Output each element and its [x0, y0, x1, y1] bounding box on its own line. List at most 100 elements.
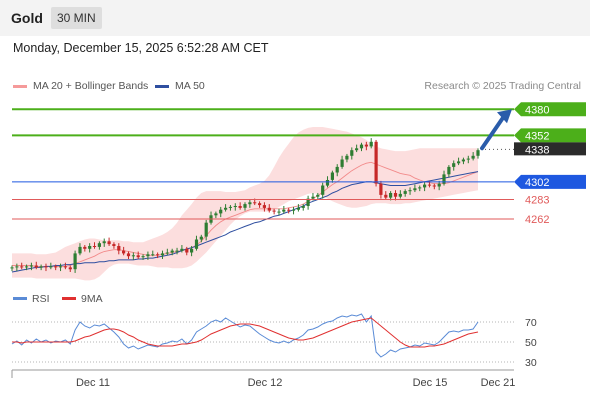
candle-body	[15, 266, 19, 268]
candle	[316, 192, 320, 200]
legend-ma50: MA 50	[155, 80, 205, 92]
candle-body	[63, 266, 67, 268]
candle-body	[34, 265, 38, 268]
candle	[457, 157, 461, 166]
candle	[190, 245, 194, 257]
candle	[117, 243, 121, 255]
legend-bollinger-label: MA 20 + Bollinger Bands	[33, 80, 149, 92]
candle-body	[355, 148, 359, 151]
candle-body	[73, 253, 77, 270]
candle-body	[379, 183, 383, 195]
candle-body	[301, 206, 305, 208]
top-bar: Gold 30 MIN	[0, 0, 590, 36]
candle	[199, 234, 203, 243]
candle	[267, 204, 271, 213]
candle	[393, 190, 398, 201]
candle-body	[374, 141, 378, 184]
candle-body	[88, 246, 92, 249]
rsi-legend-swatch	[13, 297, 27, 300]
candle-body	[321, 185, 325, 195]
candle-body	[403, 191, 407, 194]
level-label-4380: 4380	[525, 104, 549, 116]
candle-body	[258, 203, 262, 206]
x-tick-label: Dec 21	[481, 377, 516, 389]
candle-body	[233, 206, 237, 207]
candle	[180, 245, 184, 253]
candle-body	[122, 250, 126, 254]
candle	[122, 246, 126, 256]
rsi-tick-30: 30	[525, 357, 537, 369]
candle	[345, 153, 349, 163]
candle	[112, 242, 116, 249]
candle-body	[175, 250, 179, 252]
candle	[58, 263, 63, 272]
candle	[379, 180, 383, 199]
candle	[355, 144, 359, 153]
rsi-legend-label: RSI	[32, 293, 50, 305]
candle-body	[408, 190, 412, 192]
credit: Research © 2025 Trading Central	[424, 80, 581, 92]
candle-body	[330, 172, 334, 180]
candle-body	[364, 144, 368, 147]
candle-body	[427, 184, 432, 186]
candle	[287, 207, 291, 214]
x-tick-label: Dec 15	[413, 377, 448, 389]
ma50-line	[11, 171, 479, 273]
candle-body	[151, 254, 155, 256]
candle	[194, 235, 199, 251]
candle	[170, 248, 174, 256]
candle-body	[340, 159, 344, 167]
candle	[29, 262, 33, 271]
candle-body	[112, 244, 116, 246]
candle	[92, 242, 97, 249]
candle-body	[335, 166, 339, 173]
candle	[39, 264, 43, 271]
candle-body	[306, 198, 310, 206]
candle	[146, 251, 150, 260]
candle-body	[194, 239, 199, 249]
candle	[160, 250, 165, 259]
candle	[340, 155, 344, 169]
candle	[476, 148, 480, 159]
candle-body	[272, 210, 276, 212]
candle	[15, 263, 19, 272]
candle	[185, 246, 189, 256]
candle	[25, 264, 29, 271]
timeframe-selector[interactable]: 30 MIN	[51, 7, 102, 29]
candle	[432, 183, 436, 190]
candle	[151, 250, 155, 257]
candle-body	[461, 159, 465, 162]
candle-body	[54, 266, 58, 268]
candle-body	[204, 222, 208, 237]
candle	[369, 138, 373, 149]
candle-body	[219, 209, 223, 214]
candle	[248, 199, 252, 208]
candle	[437, 180, 441, 191]
candle-body	[267, 207, 271, 211]
candle	[306, 195, 310, 210]
candle	[413, 184, 417, 193]
candle-body	[442, 174, 446, 184]
candle	[78, 243, 82, 256]
candle-body	[311, 196, 315, 199]
candle	[335, 164, 339, 177]
candle	[408, 187, 412, 195]
asset-name: Gold	[11, 10, 43, 26]
level-label-4352: 4352	[525, 130, 549, 142]
candle	[364, 141, 368, 151]
candle-body	[10, 267, 14, 269]
candle	[384, 191, 388, 200]
rsi-ma-legend-label: 9MA	[81, 293, 103, 305]
candle-body	[253, 202, 257, 204]
candle	[107, 237, 111, 246]
rsi-ma-line	[12, 317, 479, 348]
candle	[447, 165, 451, 178]
candle	[54, 264, 58, 271]
level-label-4283: 4283	[525, 194, 549, 206]
datetime: Monday, December 15, 2025 6:52:28 AM CET	[13, 41, 269, 55]
candle	[282, 205, 286, 214]
candle-body	[418, 187, 422, 189]
candle	[262, 202, 266, 212]
candle-body	[359, 144, 364, 149]
candle-body	[20, 266, 24, 268]
